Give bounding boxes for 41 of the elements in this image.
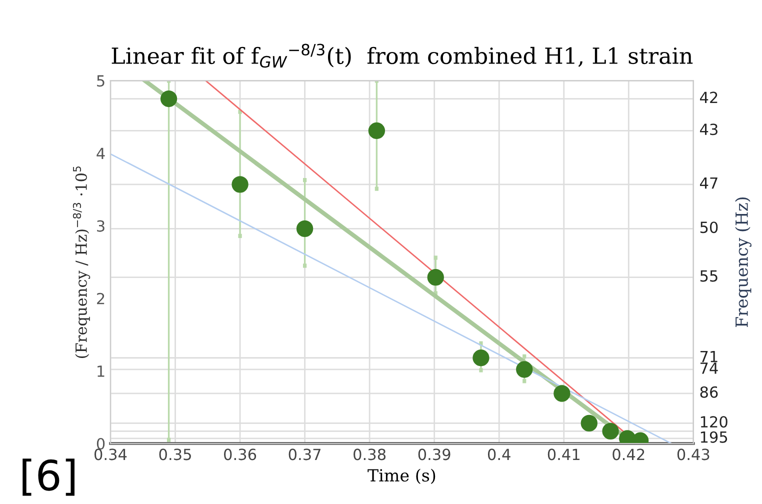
y-axis-title: (Frequency / Hz)$^{−8/3}$ ·10$^{5}$ [72,166,90,358]
point [516,361,533,378]
y-tick-label: 1 [98,366,104,377]
text: 42 [700,92,718,103]
text: 120 [700,416,728,428]
x-tick-label: 0.35 [159,448,191,460]
text: 47 [700,178,718,189]
text: [6] [22,458,74,496]
x-tick-label: 0.43 [677,448,710,460]
y-tick-label: 2 [97,292,104,304]
point [580,414,598,432]
point [427,268,444,286]
x-tick-label: 0.4 [488,448,510,460]
y-tick-label: 4 [96,148,105,160]
text: 195 [700,431,728,443]
point [296,220,314,238]
y-tick-label: 5 [97,75,104,87]
x-tick-label: 0.37 [288,448,321,460]
x-tick-label: 0.41 [548,448,580,460]
x-tick-label: 0.39 [418,448,450,460]
y2-axis-title: Frequency (Hz) [735,198,752,328]
text: 55 [700,270,718,282]
x-tick-label: 0.38 [354,448,386,460]
text: 43 [700,124,718,136]
point [602,422,619,440]
point [554,385,570,402]
y-tick-label: 0 [96,438,105,450]
x-tick-label: 0.36 [224,448,256,460]
text: 86 [700,386,718,398]
chart-title: Linear fit of f$_{GW}$$^{−8/3}$(t) from combined H1, L1 strain [112,44,693,68]
point [368,122,386,140]
x-tick-label: 0.42 [612,448,644,460]
point [160,90,178,108]
point [232,176,248,193]
text: 71 [700,350,718,362]
text: 74 [700,362,718,374]
text: 50 [700,222,718,234]
point [472,350,490,366]
y-tick-label: 3 [97,220,104,232]
x-axis-title: Time (s) [368,468,436,484]
x-tick-label: 0.34 [94,448,127,460]
